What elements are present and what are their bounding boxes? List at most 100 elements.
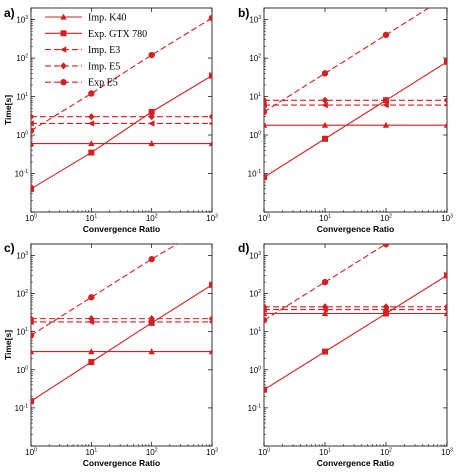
data-point bbox=[88, 348, 95, 355]
y-tick-label: 10-1 bbox=[248, 169, 262, 179]
data-point bbox=[208, 113, 212, 121]
data-point bbox=[444, 272, 447, 279]
panel-label: c) bbox=[4, 241, 15, 255]
y-tick-label: 102 bbox=[249, 289, 261, 299]
y-tick-label: 101 bbox=[16, 327, 28, 337]
y-tick-label: 102 bbox=[16, 54, 28, 64]
x-tick-label: 100 bbox=[25, 448, 37, 458]
x-tick-label: 101 bbox=[319, 214, 331, 224]
legend-label: Imp. E5 bbox=[88, 61, 120, 72]
data-point bbox=[382, 121, 390, 128]
data-point bbox=[264, 101, 267, 109]
y-tick-label: 100 bbox=[16, 131, 28, 141]
y-tick-label: 103 bbox=[249, 251, 261, 261]
data-point bbox=[31, 185, 34, 192]
x-tick-label: 103 bbox=[441, 448, 453, 458]
data-point bbox=[148, 348, 155, 355]
legend-label: Imp. K40 bbox=[88, 13, 126, 24]
data-point bbox=[31, 113, 35, 121]
y-tick-label: 102 bbox=[16, 289, 28, 299]
data-point bbox=[382, 96, 390, 104]
panel-label: d) bbox=[238, 241, 249, 255]
y-tick-label: 101 bbox=[249, 327, 261, 337]
data-point bbox=[209, 281, 212, 288]
y-tick-label: 10-1 bbox=[15, 403, 29, 413]
data-point bbox=[321, 101, 328, 109]
series-line-2 bbox=[264, 274, 447, 391]
x-tick-label: 101 bbox=[85, 214, 97, 224]
data-point bbox=[87, 120, 95, 127]
series-line-2 bbox=[31, 284, 212, 402]
x-tick-label: 101 bbox=[85, 448, 97, 458]
series-line-5 bbox=[264, 8, 430, 113]
data-point bbox=[264, 96, 268, 104]
data-point bbox=[148, 51, 155, 59]
y-tick-label: 101 bbox=[249, 92, 261, 102]
data-point bbox=[88, 140, 95, 147]
x-tick-label: 102 bbox=[380, 448, 392, 458]
data-point bbox=[321, 278, 329, 286]
x-tick-label: 102 bbox=[146, 448, 158, 458]
data-point bbox=[208, 121, 212, 126]
data-point bbox=[322, 135, 328, 142]
x-tick-label: 100 bbox=[258, 214, 270, 224]
data-point bbox=[321, 121, 329, 128]
data-point bbox=[208, 315, 212, 323]
legend-marker bbox=[60, 62, 67, 70]
x-tick-label: 100 bbox=[258, 448, 270, 458]
data-point bbox=[31, 398, 34, 405]
data-point bbox=[382, 303, 390, 311]
x-tick-label: 103 bbox=[206, 214, 218, 224]
data-point bbox=[148, 113, 155, 121]
data-point bbox=[321, 70, 329, 77]
data-point bbox=[31, 120, 34, 127]
data-point bbox=[383, 310, 389, 317]
legend: Imp. K40 Exp. GTX 780 Imp. E3 Imp. E5 Exp E5 bbox=[45, 13, 147, 89]
x-tick-label: 102 bbox=[380, 214, 392, 224]
data-point bbox=[148, 108, 155, 115]
data-point bbox=[443, 96, 447, 104]
panel-b: 100 101 102 103 10-1 100 101 102 103 Convergence … bbox=[238, 6, 453, 234]
plot-frame bbox=[30, 7, 213, 213]
data-point bbox=[88, 294, 95, 301]
data-point bbox=[321, 96, 329, 104]
plot-frame bbox=[263, 7, 448, 213]
legend-label: Imp. E3 bbox=[88, 45, 120, 56]
x-tick-label: 103 bbox=[441, 214, 453, 224]
plot-frame bbox=[30, 243, 213, 447]
data-point bbox=[264, 317, 268, 324]
y-tick-label: 101 bbox=[16, 92, 28, 102]
legend-marker bbox=[60, 79, 67, 86]
series-group bbox=[31, 244, 212, 405]
y-tick-label: 102 bbox=[249, 54, 261, 64]
data-point bbox=[88, 113, 95, 121]
x-axis-title: Convergence Ratio bbox=[83, 458, 160, 468]
data-point bbox=[31, 348, 35, 355]
data-point bbox=[208, 14, 212, 22]
data-point bbox=[443, 310, 447, 317]
y-tick-label: 100 bbox=[249, 131, 261, 141]
data-point bbox=[148, 140, 155, 147]
data-point bbox=[88, 149, 95, 156]
y-tick-label: 10-1 bbox=[248, 403, 262, 413]
legend-marker bbox=[60, 13, 67, 20]
y-tick-label: 10-1 bbox=[15, 169, 29, 179]
y-axis-title: Time[s] bbox=[3, 330, 13, 360]
data-point bbox=[208, 140, 212, 147]
data-point bbox=[148, 255, 155, 263]
data-point bbox=[443, 303, 447, 311]
data-point bbox=[444, 58, 447, 65]
x-axis-title: Convergence Ratio bbox=[317, 458, 394, 468]
x-tick-label: 101 bbox=[319, 448, 331, 458]
data-point bbox=[443, 103, 447, 107]
panel-d: 100 101 102 103 10-1 100 101 102 103 Convergence … bbox=[238, 241, 453, 468]
series-group bbox=[31, 14, 212, 192]
series-line-2 bbox=[31, 75, 212, 190]
legend-marker bbox=[60, 46, 67, 53]
data-point bbox=[382, 244, 390, 248]
data-point bbox=[382, 101, 389, 109]
data-point bbox=[209, 72, 212, 79]
data-point bbox=[264, 108, 268, 116]
y-tick-label: 103 bbox=[249, 15, 261, 25]
